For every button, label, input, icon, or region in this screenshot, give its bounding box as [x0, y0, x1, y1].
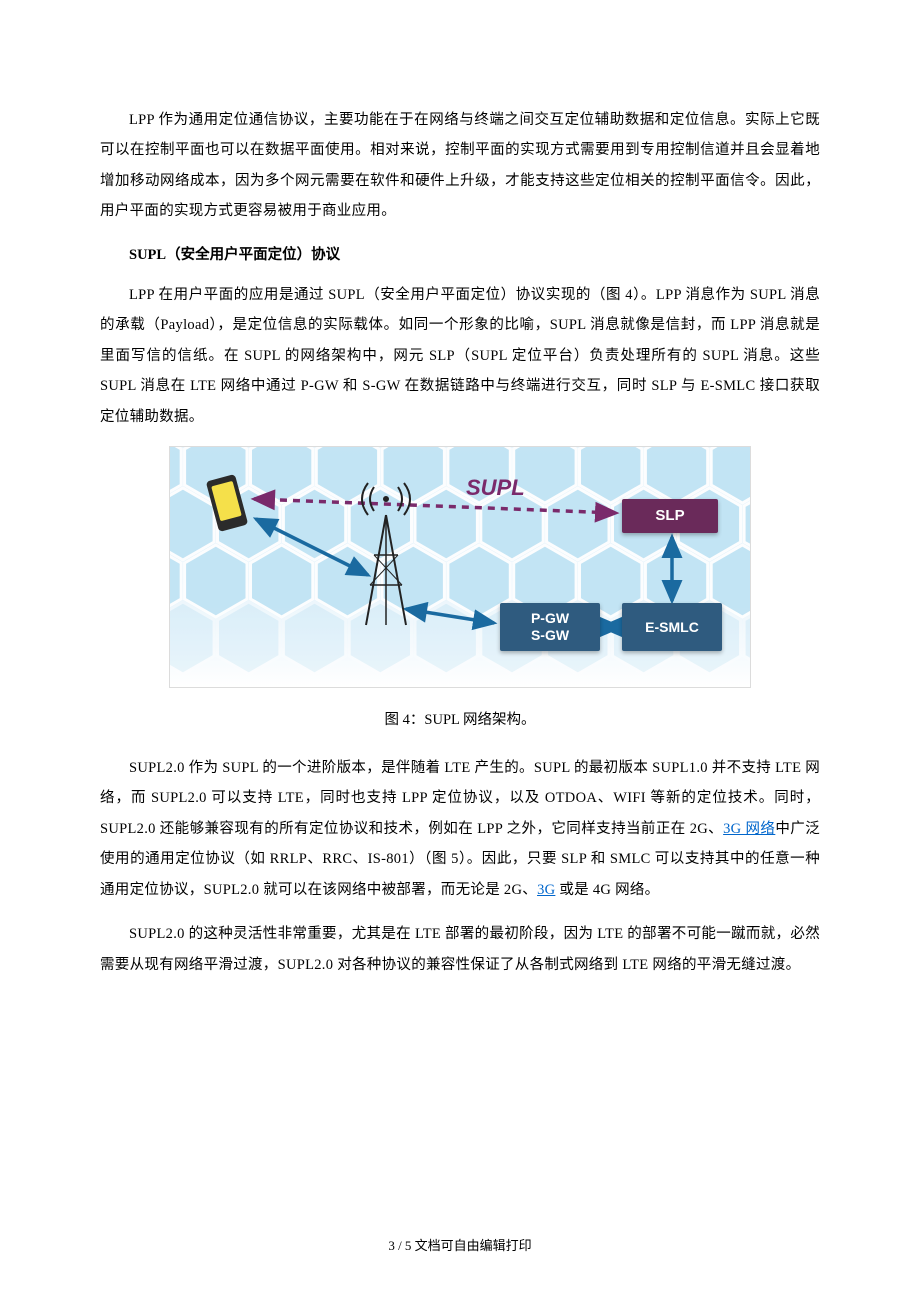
paragraph-1: LPP 作为通用定位通信协议，主要功能在于在网络与终端之间交互定位辅助数据和定位… [100, 105, 820, 227]
figure-4-diagram: SUPL SLP P-GW S-GW E-SMLC [169, 446, 751, 688]
p3-part-c: 或是 4G 网络。 [555, 882, 659, 898]
node-slp: SLP [622, 499, 718, 533]
node-esmlc: E-SMLC [622, 603, 722, 651]
figure-4-caption: 图 4：SUPL 网络架构。 [100, 706, 820, 735]
page: LPP 作为通用定位通信协议，主要功能在于在网络与终端之间交互定位辅助数据和定位… [0, 0, 920, 1302]
link-3g[interactable]: 3G [537, 882, 555, 898]
node-pgw-sgw: P-GW S-GW [500, 603, 600, 651]
paragraph-4: SUPL2.0 的这种灵活性非常重要，尤其是在 LTE 部署的最初阶段，因为 L… [100, 919, 820, 980]
supl-label: SUPL [466, 475, 525, 501]
link-3g-network[interactable]: 3G 网络 [723, 821, 775, 837]
paragraph-2: LPP 在用户平面的应用是通过 SUPL（安全用户平面定位）协议实现的（图 4）… [100, 280, 820, 432]
paragraph-3: SUPL2.0 作为 SUPL 的一个进阶版本，是伴随着 LTE 产生的。SUP… [100, 753, 820, 905]
diagram-svg [170, 447, 750, 687]
heading-supl: SUPL（安全用户平面定位）协议 [100, 241, 820, 270]
p3-part-a: SUPL2.0 作为 SUPL 的一个进阶版本，是伴随着 LTE 产生的。SUP… [100, 760, 820, 837]
page-footer: 3 / 5 文档可自由编辑打印 [0, 1235, 920, 1254]
